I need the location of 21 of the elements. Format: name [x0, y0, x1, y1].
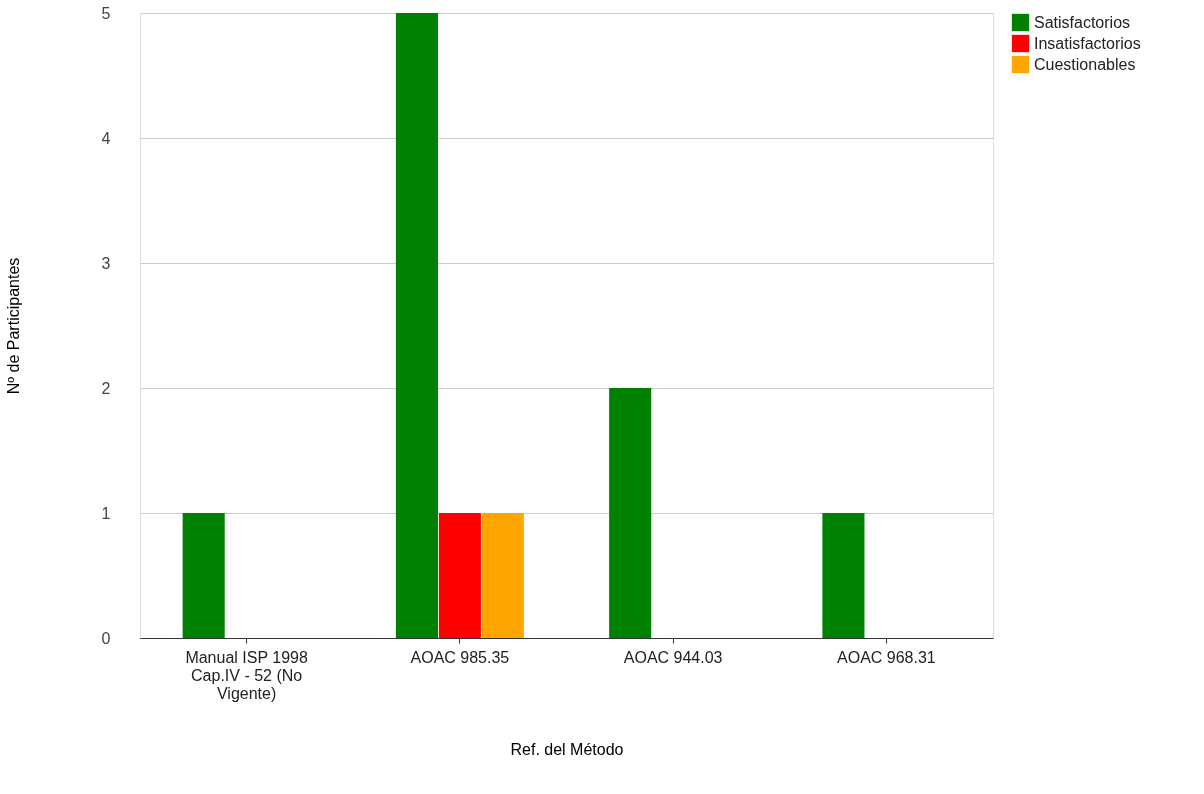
- x-tick-label: AOAC 944.03: [623, 648, 723, 666]
- bar: [438, 513, 481, 638]
- legend-label: Cuestionables: [1034, 55, 1136, 73]
- x-tick-label: AOAC 985.35: [410, 648, 510, 666]
- bar: [182, 513, 225, 638]
- bar: [395, 13, 438, 638]
- y-tick-label: 2: [101, 379, 111, 397]
- legend-label: Insatisfactorios: [1034, 34, 1141, 52]
- y-tick-label: 5: [101, 4, 111, 22]
- bar: [609, 388, 652, 638]
- x-tick-label: AOAC 968.31: [837, 648, 936, 666]
- legend-label: Satisfactorios: [1034, 13, 1131, 31]
- y-tick-label: 1: [101, 504, 111, 522]
- x-tick-label: Manual ISP 1998 Cap.IV - 52 (No Vigente): [185, 648, 308, 702]
- bar: [481, 513, 524, 638]
- y-axis-title: Nº de Participantes: [4, 257, 22, 395]
- y-tick-label: 0: [101, 629, 111, 647]
- y-tick-label: 4: [101, 129, 111, 147]
- x-axis-title: Ref. del Método: [510, 740, 624, 758]
- bar: [822, 513, 865, 638]
- y-tick-label: 3: [101, 254, 111, 272]
